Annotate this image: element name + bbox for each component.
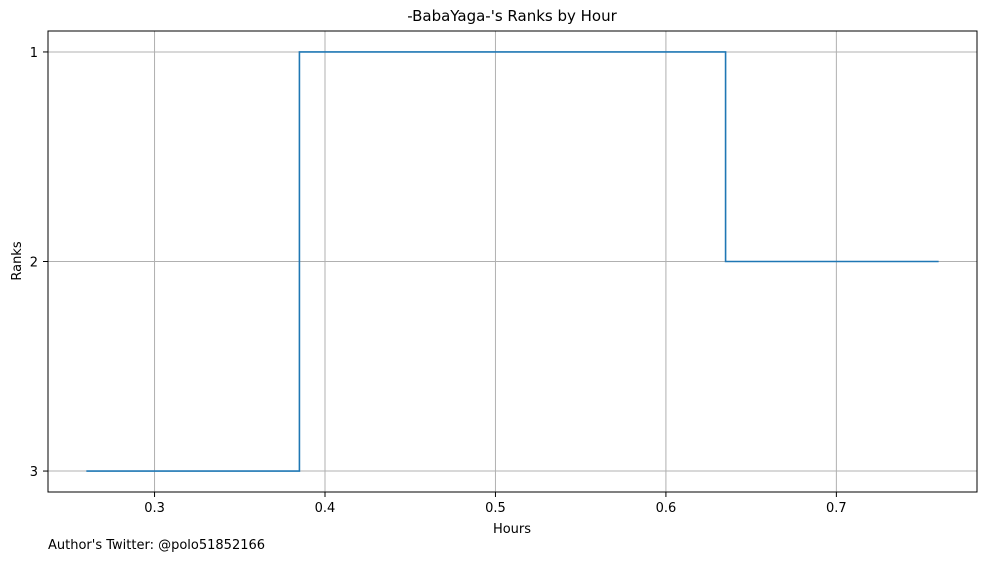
x-tick-label: 0.3 <box>144 501 165 516</box>
series-layer <box>86 51 939 472</box>
y-tick-label: 2 <box>30 256 38 271</box>
x-tick-label: 0.6 <box>656 501 677 516</box>
x-tick-label: 0.5 <box>485 501 506 516</box>
author-credit: Author's Twitter: @polo51852166 <box>48 538 266 553</box>
rank-step-line <box>86 51 939 472</box>
y-tick-label: 1 <box>30 46 38 61</box>
y-axis-ticks: 1 2 3 <box>30 46 48 480</box>
y-tick-label: 3 <box>30 465 38 480</box>
x-tick-label: 0.7 <box>826 501 847 516</box>
x-axis-ticks: 0.3 0.4 0.5 0.6 0.7 <box>144 492 847 516</box>
x-tick-label: 0.4 <box>315 501 336 516</box>
y-axis-label: Ranks <box>10 241 25 280</box>
chart-title: -BabaYaga-'s Ranks by Hour <box>407 7 617 25</box>
x-axis-label: Hours <box>493 522 531 537</box>
